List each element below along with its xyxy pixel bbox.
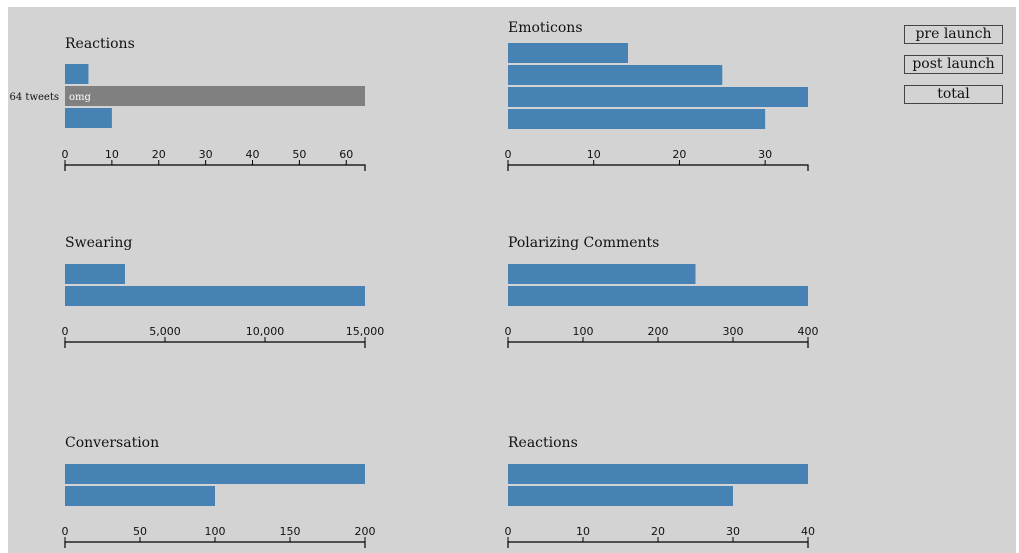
bar <box>508 43 628 63</box>
bar <box>508 286 808 306</box>
tick-label: 400 <box>798 325 819 338</box>
bar <box>508 65 723 85</box>
x-axis: 0 5,000 10,000 15,000 <box>62 325 385 348</box>
tick-label: 0 <box>505 325 512 338</box>
post-launch-button[interactable]: post launch <box>904 55 1003 74</box>
bar <box>65 486 215 506</box>
bar <box>508 264 696 284</box>
tick-label: 10 <box>105 148 119 161</box>
tick-label: 30 <box>726 525 740 538</box>
tick-label: 100 <box>573 325 594 338</box>
axis-domain <box>64 341 366 348</box>
bar <box>65 264 125 284</box>
tick-label: 20 <box>672 148 686 161</box>
chart-5: Reactions 0 10 20 30 40 <box>505 435 815 548</box>
chart-title: Swearing <box>65 235 132 251</box>
tick-label: 0 <box>505 148 512 161</box>
x-axis: 0 10 20 30 <box>505 148 809 171</box>
tick-label: 150 <box>280 525 301 538</box>
tick-label: 30 <box>199 148 213 161</box>
bar <box>65 464 365 484</box>
tick-label: 40 <box>801 525 815 538</box>
bar <box>65 108 112 128</box>
bar <box>508 109 766 129</box>
tick-label: 10,000 <box>246 325 285 338</box>
bar <box>508 464 808 484</box>
bar <box>65 64 89 84</box>
tick-label: 200 <box>648 325 669 338</box>
tick-label: 0 <box>62 325 69 338</box>
chart-2: Swearing 0 5,000 10,000 15,000 <box>62 235 385 348</box>
pre-launch-button[interactable]: pre launch <box>904 25 1003 44</box>
dashboard-canvas: Reactions omg 64 tweets 0 10 20 30 40 50 60 Emotic… <box>8 7 1016 553</box>
tick-label: 0 <box>505 525 512 538</box>
bar <box>508 486 733 506</box>
axis-domain <box>507 341 809 348</box>
chart-3: Polarizing Comments 0 100 200 300 400 <box>505 235 819 348</box>
tick-label: 100 <box>205 525 226 538</box>
axis-domain <box>507 164 809 171</box>
x-axis: 0 10 20 30 40 50 60 <box>62 148 366 171</box>
charts-svg: Reactions omg 64 tweets 0 10 20 30 40 50 60 Emotic… <box>10 20 819 548</box>
chart-title: Polarizing Comments <box>508 235 659 251</box>
axis-domain <box>64 541 366 548</box>
total-button[interactable]: total <box>904 85 1003 104</box>
x-axis: 0 50 100 150 200 <box>62 525 376 548</box>
chart-title: Reactions <box>508 435 578 451</box>
tick-label: 300 <box>723 325 744 338</box>
axis-domain <box>507 541 809 548</box>
chart-4: Conversation 0 50 100 150 200 <box>62 435 376 548</box>
chart-1: Emoticons 0 10 20 30 <box>505 20 809 171</box>
bar <box>65 286 365 306</box>
axis-domain <box>64 164 366 171</box>
tick-label: 50 <box>292 148 306 161</box>
tick-label: 15,000 <box>346 325 385 338</box>
tick-label: 40 <box>246 148 260 161</box>
tick-label: 30 <box>758 148 772 161</box>
tick-label: 0 <box>62 148 69 161</box>
chart-title: Reactions <box>65 36 135 52</box>
x-axis: 0 10 20 30 40 <box>505 525 815 548</box>
tick-label: 10 <box>576 525 590 538</box>
chart-0: Reactions omg 64 tweets 0 10 20 30 40 50 60 <box>10 36 366 171</box>
tick-label: 60 <box>339 148 353 161</box>
chart-title: Emoticons <box>508 20 583 36</box>
tick-label: 5,000 <box>149 325 181 338</box>
chart-title: Conversation <box>65 435 159 451</box>
x-axis: 0 100 200 300 400 <box>505 325 819 348</box>
tick-label: 10 <box>587 148 601 161</box>
tick-label: 50 <box>133 525 147 538</box>
bar-count-label: 64 tweets <box>10 92 59 103</box>
bar <box>508 87 808 107</box>
tick-label: 200 <box>355 525 376 538</box>
bar-highlighted <box>65 86 365 106</box>
tick-label: 20 <box>651 525 665 538</box>
bar-label: omg <box>69 92 92 103</box>
tick-label: 0 <box>62 525 69 538</box>
tick-label: 20 <box>152 148 166 161</box>
